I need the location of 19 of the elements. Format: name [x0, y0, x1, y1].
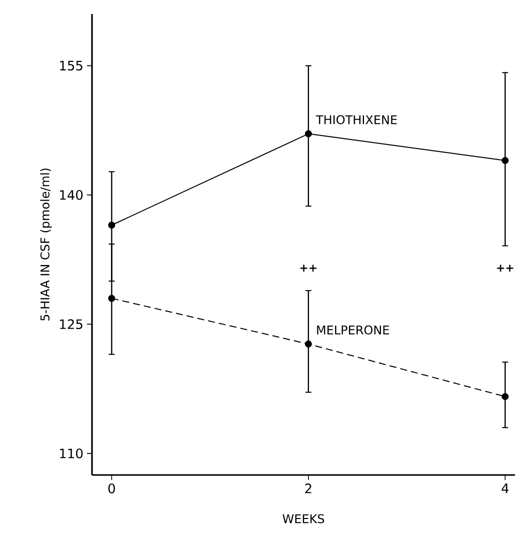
y-axis-title: 5-HIAA IN CSF (pmole/ml): [40, 168, 52, 321]
y-tick-label: 155: [60, 60, 82, 71]
series-label: THIOTHIXENE: [316, 115, 397, 124]
point: [502, 156, 509, 164]
x-tick-label: 0: [108, 484, 115, 494]
point: [502, 393, 509, 400]
y-tick-label: 140: [60, 190, 83, 200]
point: [304, 340, 312, 348]
series-label: MELPERONE: [317, 325, 389, 334]
y-tick-label: 125: [60, 319, 82, 330]
point: [108, 222, 116, 229]
x-axis-title: WEEKS: [282, 514, 324, 524]
y-tick-label: 110: [60, 448, 83, 458]
x-tick-label: 4: [502, 484, 509, 494]
x-tick-label: 2: [305, 484, 312, 494]
annotation: ++: [497, 264, 514, 272]
annotation: ++: [300, 264, 316, 272]
point: [108, 294, 116, 302]
point: [304, 130, 312, 138]
